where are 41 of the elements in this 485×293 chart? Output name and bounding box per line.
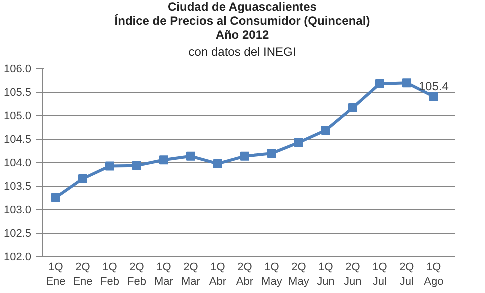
x-tick-label: 2Q Jun <box>344 262 362 288</box>
point <box>321 126 330 136</box>
x-tick-label: 2Q Ene <box>73 262 93 288</box>
y-tick-label: 104.0 <box>4 158 32 170</box>
point <box>213 159 222 168</box>
y-tick-label: 105.0 <box>4 110 32 122</box>
x-tick-label: 1Q Ene <box>46 262 66 288</box>
y-tick-label: 103.0 <box>4 204 32 216</box>
point <box>51 193 60 202</box>
point <box>267 149 276 158</box>
y-tick-label: 104.5 <box>4 134 32 146</box>
x-tick-label: 1Q Ago <box>424 262 444 288</box>
point <box>159 156 168 165</box>
y-tick-label: 103.5 <box>4 181 32 193</box>
point <box>186 152 196 161</box>
y-tick-label: 102.0 <box>4 252 32 264</box>
point <box>105 162 114 171</box>
x-tick-label: 1Q Jul <box>372 262 388 288</box>
y-tick-label: 105.5 <box>4 87 32 99</box>
x-tick-label: 2Q May <box>288 262 310 288</box>
x-tick-label: 2Q Abr <box>236 262 254 288</box>
point <box>78 174 88 184</box>
x-tick-label: 1Q Mar <box>154 262 174 288</box>
x-tick-label: 2Q Mar <box>181 262 201 288</box>
point <box>132 161 142 170</box>
x-tick-label: 2Q Feb <box>128 262 146 288</box>
point <box>429 92 438 102</box>
point <box>375 80 384 89</box>
y-tick-label: 106.0 <box>4 64 32 76</box>
x-tick-label: 1Q Feb <box>100 262 120 288</box>
point <box>294 138 304 148</box>
point <box>402 78 412 88</box>
point <box>240 152 250 161</box>
y-tick-label: 102.5 <box>4 228 32 240</box>
point <box>348 103 358 112</box>
chart-subtitle: con datos del INEGI <box>188 44 296 61</box>
x-tick-label: 1Q Jun <box>317 262 335 288</box>
x-tick-label: 1Q Abr <box>209 262 227 288</box>
x-tick-label: 2Q Jul <box>400 262 415 288</box>
x-tick-label: 1Q May <box>262 262 283 288</box>
data-label: 105.4 <box>418 80 450 94</box>
